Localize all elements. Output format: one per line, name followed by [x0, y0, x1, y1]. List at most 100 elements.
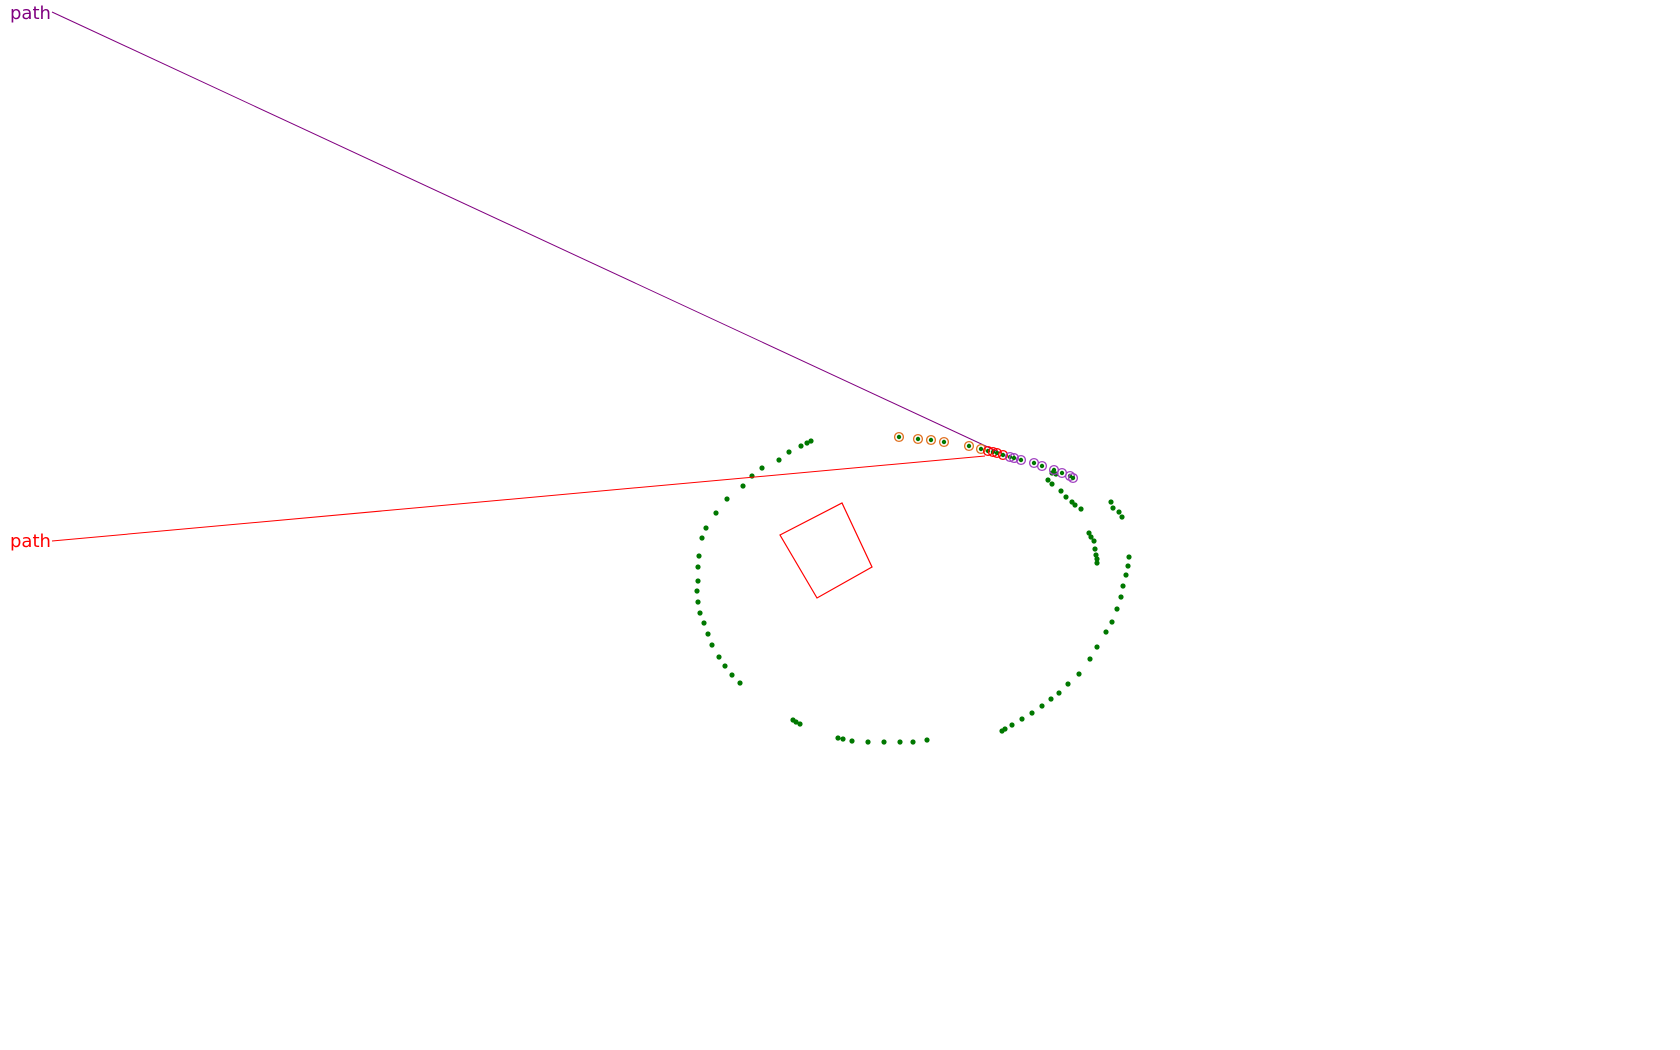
- waypoint-dot: [928, 437, 934, 443]
- scan-point: [737, 680, 743, 686]
- scan-point: [1076, 671, 1082, 677]
- scan-point: [1125, 563, 1131, 569]
- waypoint-ring: [938, 436, 950, 448]
- scan-point: [1048, 696, 1054, 702]
- waypoint-dot: [941, 439, 947, 445]
- scan-point: [835, 735, 841, 741]
- scan-point: [709, 642, 715, 648]
- scan-point: [776, 457, 782, 463]
- waypoint-ring: [963, 440, 975, 452]
- waypoint-ring: [925, 434, 937, 446]
- scan-point: [694, 588, 700, 594]
- scan-point: [695, 564, 701, 570]
- waypoint-dot: [966, 443, 972, 449]
- scan-point: [1119, 514, 1125, 520]
- waypoint-dot: [1051, 467, 1057, 473]
- scan-point: [881, 739, 887, 745]
- scan-point: [1078, 506, 1084, 512]
- scan-point: [897, 739, 903, 745]
- waypoint-ring: [1008, 452, 1020, 464]
- waypoint-dot: [1059, 470, 1065, 476]
- waypoint-ring: [975, 443, 987, 455]
- scan-point: [1072, 502, 1078, 508]
- scan-points: [694, 438, 1132, 745]
- scan-point: [1116, 509, 1122, 515]
- waypoint-ring: [893, 431, 905, 443]
- scan-point: [924, 737, 930, 743]
- scan-point: [1058, 488, 1064, 494]
- waypoint-dot: [978, 446, 984, 452]
- scan-point: [1110, 505, 1116, 511]
- scan-point: [1123, 572, 1129, 578]
- waypoint-dot: [1018, 457, 1024, 463]
- scan-point: [1009, 722, 1015, 728]
- scan-point: [865, 739, 871, 745]
- waypoint-dot: [896, 434, 902, 440]
- scan-point: [740, 483, 746, 489]
- waypoint-dot: [1039, 463, 1045, 469]
- scan-point: [1103, 629, 1109, 635]
- waypoint-dot: [1031, 460, 1037, 466]
- scan-point: [729, 672, 735, 678]
- waypoint-ring: [997, 449, 1009, 461]
- scan-point: [1086, 530, 1092, 536]
- scan-point: [701, 620, 707, 626]
- scan-point: [1039, 703, 1045, 709]
- scan-point: [696, 553, 702, 559]
- waypoint-dot: [1011, 455, 1017, 461]
- scan-point: [1056, 690, 1062, 696]
- scan-point: [1094, 556, 1100, 562]
- waypoint-ring: [991, 447, 1003, 459]
- scan-point: [1108, 499, 1114, 505]
- scan-point: [1045, 477, 1051, 483]
- scan-point: [808, 438, 814, 444]
- scan-point: [705, 631, 711, 637]
- scan-point: [1088, 534, 1094, 540]
- scan-point: [1049, 481, 1055, 487]
- scan-point: [840, 736, 846, 742]
- scan-point: [722, 663, 728, 669]
- path-line-upper: [51, 11, 1006, 456]
- robot-footprint: [779, 502, 873, 599]
- scan-point: [1019, 716, 1025, 722]
- path-label-lower: path: [10, 531, 51, 552]
- waypoint-ring: [912, 433, 924, 445]
- scan-point: [1063, 494, 1069, 500]
- scan-point: [724, 496, 730, 502]
- waypoint-dot: [1070, 475, 1076, 481]
- waypoint-dot: [915, 436, 921, 442]
- scan-point: [695, 578, 701, 584]
- scan-point: [697, 610, 703, 616]
- scan-point: [1120, 583, 1126, 589]
- scan-point: [1114, 606, 1120, 612]
- scan-point: [716, 654, 722, 660]
- scan-point: [793, 719, 799, 725]
- scan-point: [1029, 710, 1035, 716]
- scan-point: [1118, 594, 1124, 600]
- waypoint-dot: [1000, 452, 1006, 458]
- waypoint-ring: [1036, 460, 1048, 472]
- scan-point: [804, 440, 810, 446]
- path-waypoints: [893, 431, 1079, 484]
- scan-point: [786, 449, 792, 455]
- scan-point: [1126, 554, 1132, 560]
- scan-point: [1092, 546, 1098, 552]
- waypoint-ring: [1064, 470, 1076, 482]
- waypoint-ring: [1067, 472, 1079, 484]
- scan-point: [1094, 560, 1100, 566]
- scan-point: [797, 721, 803, 727]
- scan-point: [849, 738, 855, 744]
- scan-point: [1109, 619, 1115, 625]
- scan-point: [798, 443, 804, 449]
- waypoint-ring: [1015, 454, 1027, 466]
- scan-point: [713, 510, 719, 516]
- scan-point: [1065, 681, 1071, 687]
- scan-point: [1093, 552, 1099, 558]
- path-line-lower: [51, 455, 986, 542]
- scan-point: [1002, 726, 1008, 732]
- scan-point: [703, 525, 709, 531]
- scan-point: [910, 739, 916, 745]
- scan-point: [1094, 644, 1100, 650]
- path-label-upper: path: [10, 3, 51, 24]
